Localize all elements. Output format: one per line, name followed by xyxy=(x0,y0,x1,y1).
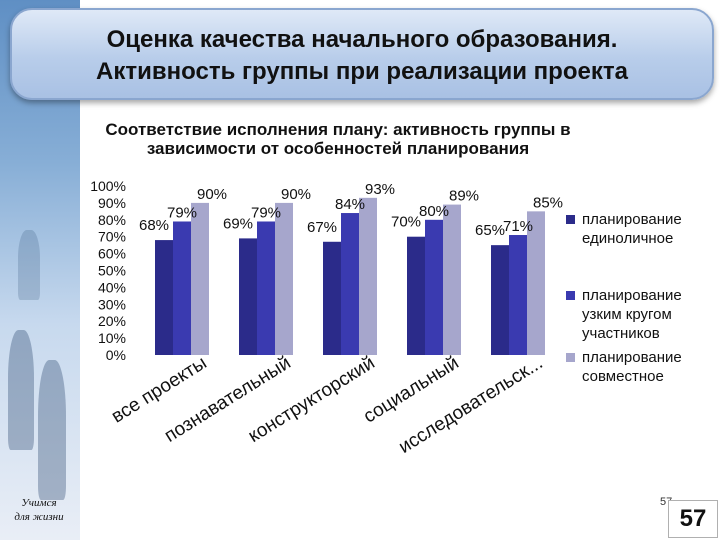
legend-label: планирование узким кругом участников xyxy=(582,287,682,342)
data-label: 68% xyxy=(139,217,169,234)
chart-title: Соответствие исполнения плану: активност… xyxy=(105,120,571,158)
legend-label: планирование единоличное xyxy=(582,211,682,247)
bar xyxy=(509,235,527,355)
y-tick-label: 60% xyxy=(98,246,126,262)
page-number-badge: 57 xyxy=(668,500,718,538)
bar xyxy=(155,240,173,355)
page-title-line-2: Активность группы при реализации проекта xyxy=(96,58,628,85)
y-tick-label: 50% xyxy=(98,263,126,279)
bar xyxy=(425,219,443,355)
data-label: 71% xyxy=(503,218,533,235)
data-label: 69% xyxy=(223,215,253,232)
legend-swatch xyxy=(566,291,575,300)
page-title-line-1: Оценка качества начального образования. xyxy=(106,26,618,53)
legend-swatch xyxy=(566,353,575,362)
title-banner: Оценка качества начального образования. … xyxy=(10,8,714,100)
data-label: 84% xyxy=(335,196,365,213)
data-label: 90% xyxy=(281,186,311,203)
bar xyxy=(443,204,461,355)
y-tick-label: 90% xyxy=(98,195,126,211)
legend-label: планирование совместное xyxy=(582,349,682,385)
data-label: 67% xyxy=(307,219,337,236)
y-tick-label: 40% xyxy=(98,279,126,295)
bar xyxy=(191,202,209,355)
y-tick-label: 30% xyxy=(98,296,126,312)
data-label: 65% xyxy=(475,222,505,239)
y-tick-label: 0% xyxy=(106,347,126,363)
y-tick-label: 10% xyxy=(98,330,126,346)
logo-line-2: для жизни xyxy=(14,511,64,523)
bar xyxy=(359,197,377,355)
data-label: 70% xyxy=(391,214,421,231)
data-label: 90% xyxy=(197,186,227,203)
y-tick-label: 80% xyxy=(98,212,126,228)
bar xyxy=(407,236,425,355)
data-label: 80% xyxy=(419,203,449,220)
legend-swatch xyxy=(566,215,575,224)
data-label: 79% xyxy=(251,204,281,221)
bar xyxy=(341,213,359,355)
data-label: 89% xyxy=(449,188,479,205)
bar xyxy=(527,211,545,355)
bar xyxy=(275,202,293,355)
bar xyxy=(257,221,275,355)
bar xyxy=(239,238,257,355)
logo-line-1: Учимся xyxy=(21,497,57,509)
y-tick-label: 100% xyxy=(90,178,126,194)
bar xyxy=(491,245,509,355)
bar xyxy=(323,241,341,355)
data-label: 85% xyxy=(533,194,563,211)
y-tick-label: 70% xyxy=(98,229,126,245)
y-tick-label: 20% xyxy=(98,313,126,329)
bar xyxy=(173,221,191,355)
data-label: 93% xyxy=(365,181,395,198)
data-label: 79% xyxy=(167,204,197,221)
category-label: исследовательск... xyxy=(395,352,547,458)
footer-logo: Учимся для жизни xyxy=(4,496,74,524)
